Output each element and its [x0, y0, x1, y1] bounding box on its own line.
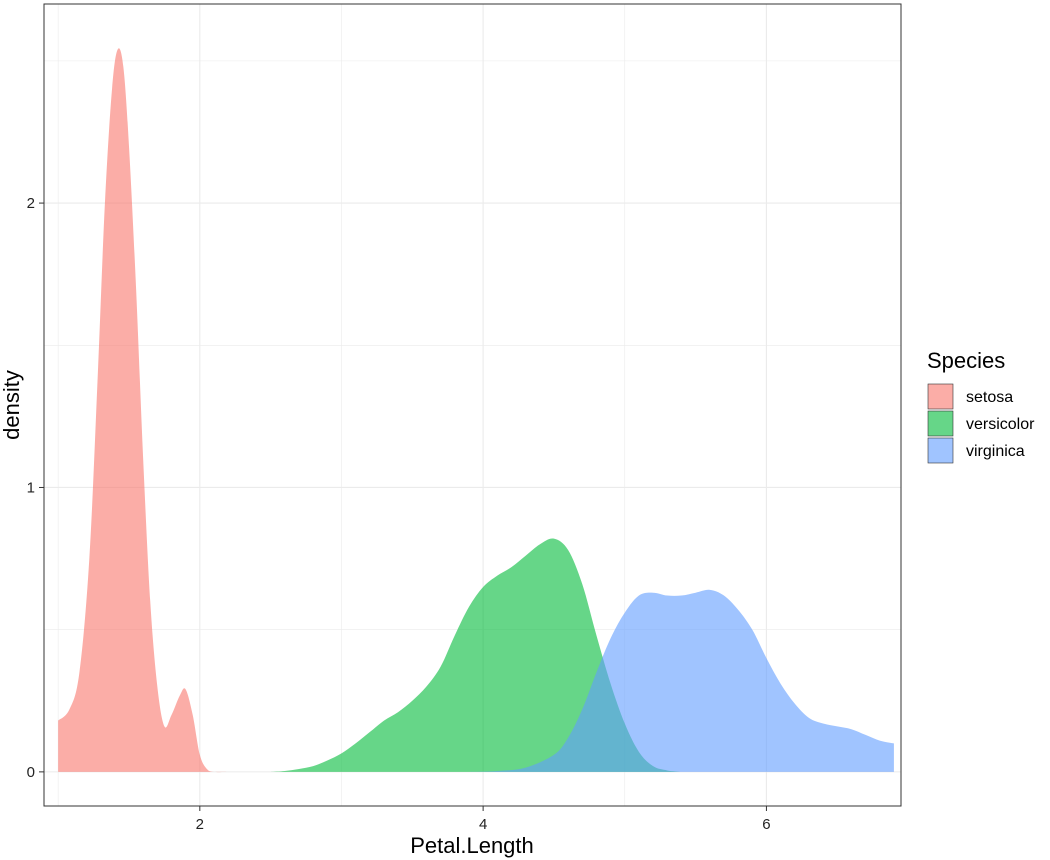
- x-tick-label: 4: [479, 816, 487, 833]
- plot-border: [43, 3, 902, 807]
- y-tick-label: 2: [27, 195, 35, 212]
- x-tick-label: 2: [196, 816, 204, 833]
- legend-label-setosa: setosa: [966, 389, 1013, 406]
- density-area-setosa: [58, 48, 229, 773]
- legend-title: Species: [927, 348, 1005, 373]
- legend-label-virginica: virginica: [966, 443, 1025, 460]
- y-axis-ticks: 0 1 2: [27, 195, 44, 781]
- legend-swatch-versicolor: [927, 410, 954, 437]
- legend-items: setosa versicolor virginica: [927, 383, 1035, 464]
- x-axis-ticks: 2 4 6: [196, 806, 771, 833]
- y-tick-label: 1: [27, 479, 35, 496]
- legend-label-versicolor: versicolor: [966, 416, 1035, 433]
- density-areas: [58, 48, 894, 773]
- y-tick-label: 0: [27, 764, 35, 781]
- legend-swatch-virginica: [927, 437, 954, 464]
- density-area-versicolor: [270, 538, 682, 772]
- x-tick-label: 6: [762, 816, 770, 833]
- legend-swatch-setosa: [927, 383, 954, 410]
- x-axis-title: Petal.Length: [410, 833, 534, 858]
- y-axis-title: density: [0, 370, 24, 440]
- legend: Species setosa versicolor virginica: [927, 348, 1035, 464]
- density-area-virginica: [468, 589, 894, 772]
